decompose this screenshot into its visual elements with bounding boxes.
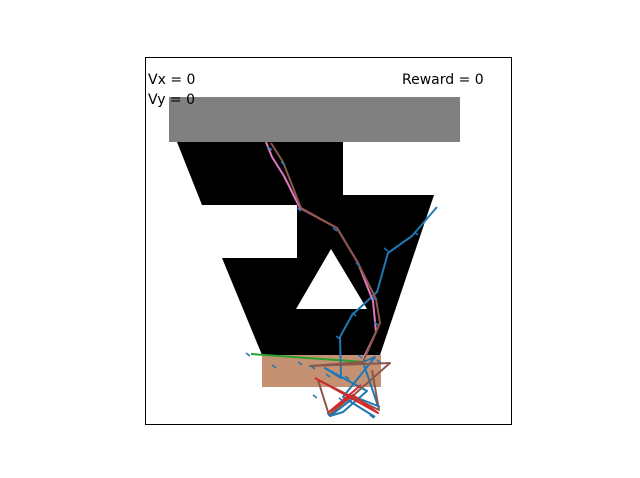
reward-readout: Reward = 0 [402, 72, 484, 88]
racetrack-shape [177, 142, 434, 355]
trajectory-green [250, 353, 366, 363]
start-bar [169, 97, 460, 142]
velocity-x-readout: Vx = 0 [148, 72, 196, 88]
velocity-y-readout: Vy = 0 [148, 92, 196, 108]
velocity-markers [245, 146, 419, 419]
trajectory-red [314, 377, 379, 414]
triangle-obstacle [296, 249, 367, 309]
trajectory-brown [270, 142, 391, 416]
game-canvas-frame [145, 57, 512, 425]
trajectory-blue [324, 206, 438, 418]
